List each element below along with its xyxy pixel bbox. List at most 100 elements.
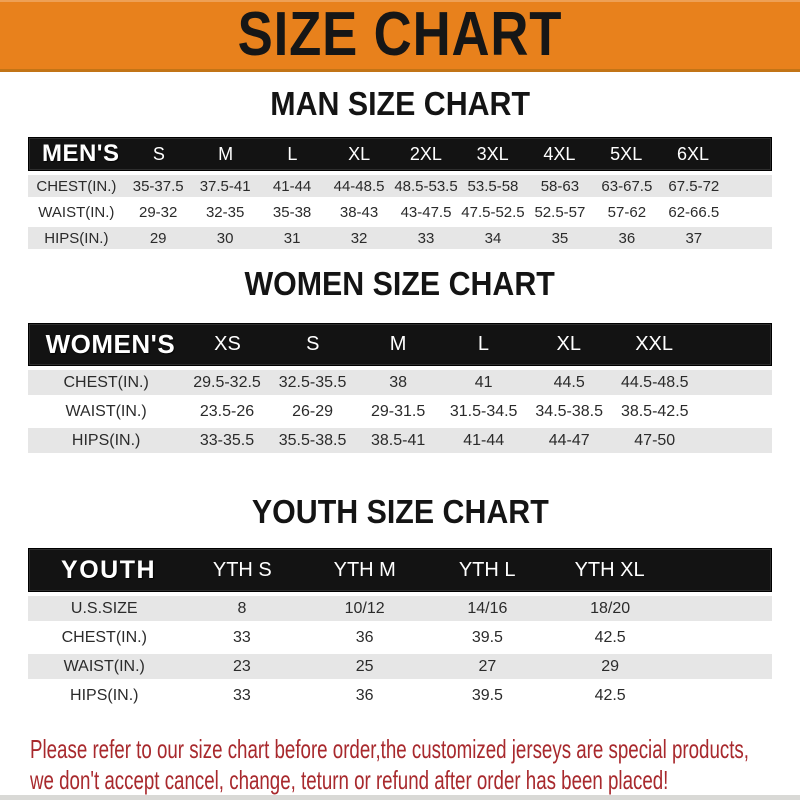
- section-heading-women: WOMEN SIZE CHART: [0, 267, 800, 301]
- table-row: HIPS(IN.) 29 30 31 32 33 34 35 36 37: [28, 227, 772, 249]
- size-cell: 35.5-38.5: [278, 431, 347, 449]
- size-cell: 41-44: [463, 431, 505, 449]
- size-cell: 38-43: [339, 203, 379, 221]
- row-label: HIPS(IN.): [71, 431, 141, 449]
- column-header: M: [218, 143, 234, 164]
- size-cell: 34: [484, 229, 502, 247]
- column-header: S: [306, 333, 320, 355]
- column-header: 4XL: [543, 143, 576, 164]
- size-cell: 33-35.5: [199, 431, 255, 449]
- size-cell: 30: [216, 229, 234, 247]
- size-cell: 18/20: [590, 599, 631, 617]
- size-cell: 44.5-48.5: [620, 373, 689, 391]
- column-header: YTH S: [212, 558, 272, 581]
- size-cell: 36: [355, 628, 374, 646]
- row-label: CHEST(IN.): [61, 628, 147, 646]
- table-header-row: MEN'S S M L XL 2XL 3XL 4XL 5XL 6XL: [28, 137, 772, 171]
- size-cell: 27: [478, 657, 497, 675]
- column-header: 5XL: [610, 143, 643, 164]
- column-header: 6XL: [676, 143, 709, 164]
- size-cell: 31.5-34.5: [449, 402, 518, 420]
- size-cell: 44-47: [548, 431, 590, 449]
- size-cell: 32-35: [205, 203, 245, 221]
- size-cell: 39.5: [471, 686, 503, 704]
- size-cell: 23: [232, 657, 251, 675]
- column-header: L: [287, 143, 298, 164]
- table-header-row: YOUTH YTH S YTH M YTH L YTH XL: [28, 548, 772, 592]
- row-label: WAIST(IN.): [38, 203, 115, 221]
- table-row: CHEST(IN.) 35-37.5 37.5-41 41-44 44-48.5 48.5…: [28, 175, 772, 197]
- table-header-row: WOMEN'S XS S M L XL XXL: [28, 323, 772, 366]
- column-header: XS: [214, 333, 241, 355]
- men-size-table: MEN'S S M L XL 2XL 3XL 4XL 5XL 6XL CHEST(IN.) 35-37…: [28, 137, 772, 249]
- size-cell: 44.5: [553, 373, 585, 391]
- row-label: CHEST(IN.): [36, 177, 117, 195]
- table-row: HIPS(IN.) 33 36 39.5 42.5: [28, 683, 772, 708]
- size-cell: 35: [551, 229, 569, 247]
- table-label: WOMEN'S: [45, 329, 176, 359]
- size-cell: 33: [232, 686, 251, 704]
- women-size-section: WOMEN SIZE CHART WOMEN'S XS S M L XL XXL CHEST(…: [0, 267, 800, 453]
- banner-title: SIZE CHART: [237, 0, 563, 69]
- size-cell: 57-62: [607, 203, 647, 221]
- section-heading-youth: YOUTH SIZE CHART: [0, 495, 800, 529]
- footer-line-1: Please refer to our size chart before or…: [30, 734, 749, 764]
- size-cell: 41: [474, 373, 493, 391]
- bottom-border: [0, 795, 800, 800]
- size-cell: 48.5-53.5: [394, 177, 458, 195]
- size-cell: 8: [237, 599, 247, 617]
- size-cell: 47.5-52.5: [461, 203, 525, 221]
- row-label: HIPS(IN.): [44, 229, 109, 247]
- footer-note: Please refer to our size chart before or…: [30, 734, 800, 796]
- row-label: WAIST(IN.): [65, 402, 147, 420]
- size-cell: 38: [389, 373, 407, 391]
- row-label: HIPS(IN.): [70, 686, 139, 704]
- column-header: XXL: [635, 333, 674, 355]
- size-cell: 42.5: [594, 686, 626, 704]
- size-cell: 39.5: [471, 628, 503, 646]
- size-cell: 29: [601, 657, 620, 675]
- size-cell: 37.5-41: [199, 177, 251, 195]
- size-cell: 32: [350, 229, 368, 247]
- table-row: WAIST(IN.) 23.5-26 26-29 29-31.5 31.5-34.5 34…: [28, 399, 772, 424]
- size-cell: 33: [417, 229, 435, 247]
- row-label: WAIST(IN.): [63, 657, 145, 675]
- column-header: XL: [556, 333, 582, 355]
- section-heading-man: MAN SIZE CHART: [0, 87, 800, 121]
- size-cell: 37: [685, 229, 703, 247]
- size-cell: 25: [355, 657, 374, 675]
- size-cell: 42.5: [594, 628, 626, 646]
- youth-size-section: YOUTH SIZE CHART YOUTH YTH S YTH M YTH L YTH…: [0, 495, 800, 708]
- column-header: L: [477, 333, 490, 355]
- column-header: 2XL: [409, 143, 442, 164]
- column-header: M: [389, 333, 407, 355]
- size-cell: 34.5-38.5: [535, 402, 603, 420]
- size-cell: 31: [283, 229, 301, 247]
- size-cell: 29-31.5: [370, 402, 426, 420]
- row-label: CHEST(IN.): [63, 373, 149, 391]
- size-cell: 26-29: [292, 402, 334, 420]
- table-row: U.S.SIZE 8 10/12 14/16 18/20: [28, 596, 772, 621]
- section-heading-women-text: WOMEN SIZE CHART: [244, 265, 556, 302]
- size-cell: 14/16: [467, 599, 508, 617]
- man-size-section: MAN SIZE CHART MEN'S S M L XL 2XL 3XL 4XL 5XL 6XL…: [0, 87, 800, 249]
- size-cell: 32.5-35.5: [278, 373, 347, 391]
- column-header: YTH L: [458, 558, 516, 581]
- column-header: XL: [348, 143, 371, 164]
- size-cell: 38.5-41: [370, 431, 426, 449]
- size-cell: 29: [149, 229, 167, 247]
- size-cell: 38.5-42.5: [620, 402, 689, 420]
- column-header: YTH M: [333, 558, 396, 581]
- table-row: CHEST(IN.) 29.5-32.5 32.5-35.5 38 41 44.5 44.5…: [28, 370, 772, 395]
- section-heading-man-text: MAN SIZE CHART: [270, 85, 530, 122]
- youth-size-table: YOUTH YTH S YTH M YTH L YTH XL U.S.SIZE 8 10/12…: [28, 548, 772, 708]
- size-cell: 58-63: [540, 177, 580, 195]
- size-cell: 36: [618, 229, 636, 247]
- women-size-table: WOMEN'S XS S M L XL XXL CHEST(IN.) 29.5-32.5 32.5…: [28, 323, 772, 453]
- size-cell: 43-47.5: [400, 203, 452, 221]
- size-cell: 33: [232, 628, 251, 646]
- size-cell: 35-37.5: [132, 177, 184, 195]
- table-row: CHEST(IN.) 33 36 39.5 42.5: [28, 625, 772, 650]
- size-cell: 47-50: [634, 431, 676, 449]
- section-heading-youth-text: YOUTH SIZE CHART: [251, 493, 549, 530]
